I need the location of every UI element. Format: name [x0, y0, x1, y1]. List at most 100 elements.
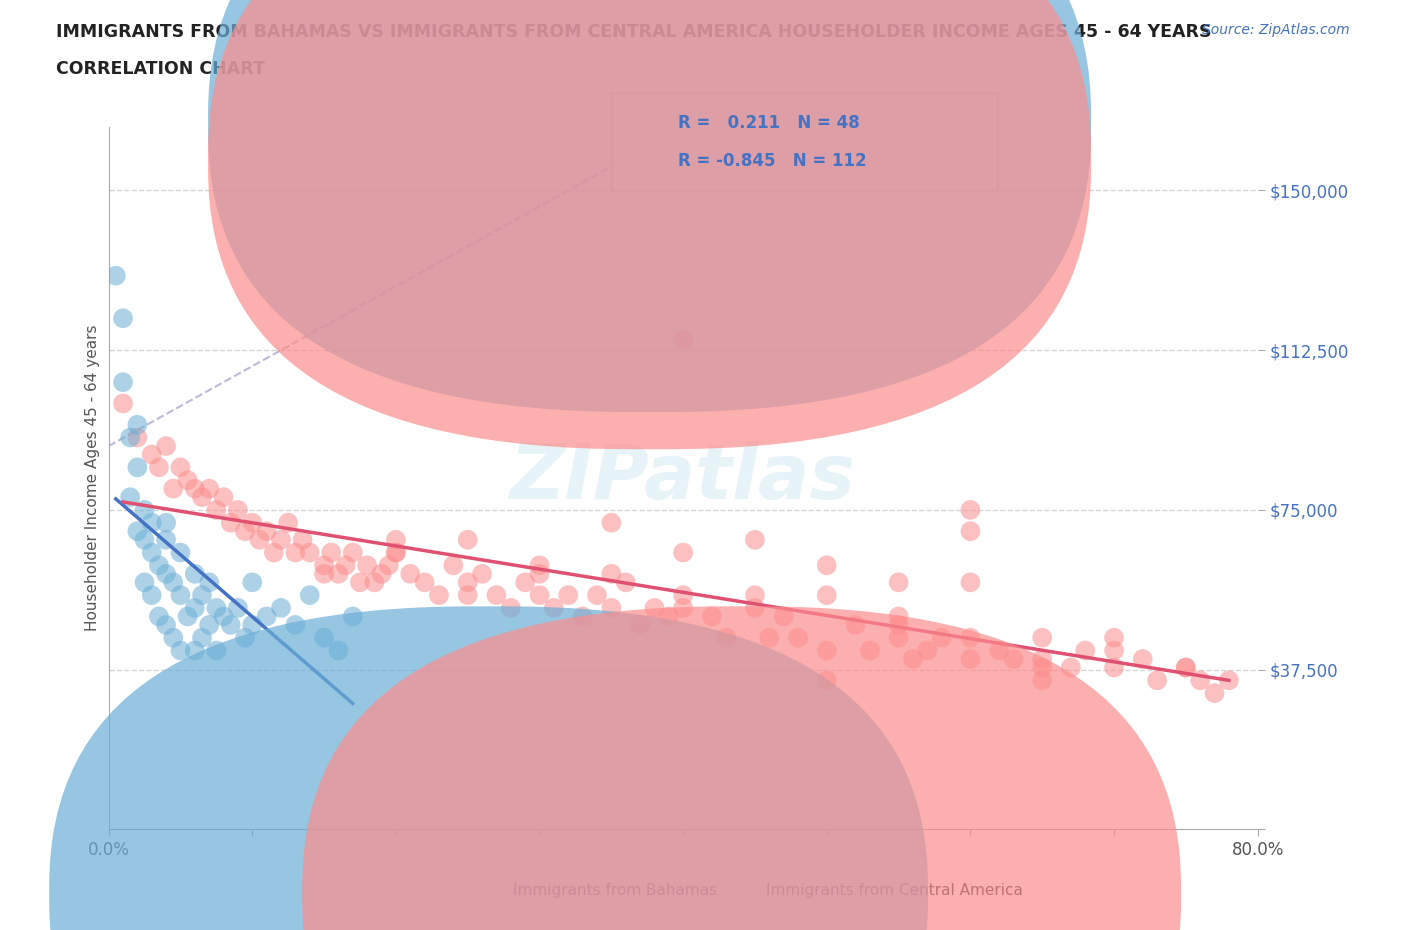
- Point: [529, 588, 551, 603]
- Text: Source: ZipAtlas.com: Source: ZipAtlas.com: [1202, 23, 1350, 37]
- Point: [385, 545, 408, 560]
- Point: [184, 566, 207, 581]
- Point: [134, 532, 156, 547]
- Point: [312, 558, 335, 573]
- Point: [127, 524, 149, 538]
- Point: [219, 618, 242, 632]
- Point: [148, 460, 170, 475]
- Point: [284, 545, 307, 560]
- Point: [148, 609, 170, 624]
- Point: [887, 618, 910, 632]
- Point: [571, 609, 593, 624]
- Point: [586, 588, 609, 603]
- Point: [240, 515, 263, 530]
- Point: [155, 618, 177, 632]
- Text: Immigrants from Bahamas: Immigrants from Bahamas: [513, 884, 717, 898]
- Point: [127, 430, 149, 445]
- Point: [1174, 660, 1197, 675]
- Point: [413, 575, 436, 590]
- Point: [744, 588, 766, 603]
- Point: [184, 481, 207, 496]
- Point: [988, 643, 1011, 658]
- Point: [844, 618, 866, 632]
- Point: [321, 545, 343, 560]
- Point: [233, 631, 256, 645]
- Point: [787, 631, 810, 645]
- Point: [155, 515, 177, 530]
- Point: [959, 575, 981, 590]
- Point: [758, 631, 780, 645]
- Point: [515, 575, 537, 590]
- Point: [1031, 673, 1053, 688]
- Point: [1218, 673, 1240, 688]
- Point: [141, 588, 163, 603]
- Point: [1031, 652, 1053, 667]
- Point: [457, 588, 479, 603]
- Point: [342, 609, 364, 624]
- Point: [1204, 685, 1226, 700]
- Point: [176, 609, 198, 624]
- Point: [191, 490, 214, 505]
- Point: [887, 575, 910, 590]
- Point: [240, 575, 263, 590]
- Text: Immigrants from Central America: Immigrants from Central America: [766, 884, 1024, 898]
- Point: [205, 643, 228, 658]
- Point: [169, 643, 191, 658]
- Point: [298, 545, 321, 560]
- Point: [672, 588, 695, 603]
- Point: [1174, 660, 1197, 675]
- Point: [356, 558, 378, 573]
- Point: [1102, 643, 1125, 658]
- Point: [457, 532, 479, 547]
- Point: [249, 532, 271, 547]
- Point: [205, 502, 228, 517]
- Point: [219, 515, 242, 530]
- Point: [328, 643, 350, 658]
- Point: [716, 631, 738, 645]
- Point: [529, 566, 551, 581]
- Point: [104, 268, 127, 283]
- Point: [155, 566, 177, 581]
- Point: [141, 545, 163, 560]
- Point: [141, 515, 163, 530]
- Point: [312, 631, 335, 645]
- Point: [959, 631, 981, 645]
- Point: [815, 588, 838, 603]
- Point: [270, 601, 292, 616]
- Point: [111, 396, 134, 411]
- Point: [198, 618, 221, 632]
- Point: [370, 566, 392, 581]
- Point: [959, 652, 981, 667]
- Point: [363, 575, 385, 590]
- Point: [1074, 643, 1097, 658]
- Point: [557, 588, 579, 603]
- Point: [614, 575, 637, 590]
- Point: [1031, 660, 1053, 675]
- Point: [191, 631, 214, 645]
- Y-axis label: Householder Income Ages 45 - 64 years: Householder Income Ages 45 - 64 years: [86, 325, 100, 631]
- Point: [349, 575, 371, 590]
- Point: [291, 532, 314, 547]
- Point: [457, 575, 479, 590]
- Point: [212, 609, 235, 624]
- Point: [543, 601, 565, 616]
- Point: [744, 601, 766, 616]
- Point: [672, 332, 695, 347]
- Point: [240, 618, 263, 632]
- Point: [155, 532, 177, 547]
- Point: [148, 558, 170, 573]
- Point: [1060, 660, 1083, 675]
- Point: [1031, 631, 1053, 645]
- Point: [859, 643, 882, 658]
- Point: [184, 643, 207, 658]
- Point: [744, 532, 766, 547]
- Text: R =   0.211   N = 48: R = 0.211 N = 48: [678, 114, 859, 132]
- Point: [1146, 673, 1168, 688]
- Point: [120, 490, 142, 505]
- Point: [127, 460, 149, 475]
- Point: [134, 575, 156, 590]
- Point: [169, 588, 191, 603]
- Point: [485, 588, 508, 603]
- Point: [169, 545, 191, 560]
- Point: [959, 524, 981, 538]
